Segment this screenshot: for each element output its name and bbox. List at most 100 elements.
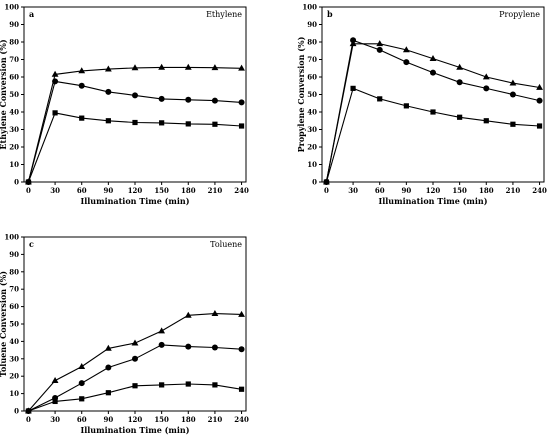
- toluene-triangle-marker: [51, 376, 59, 383]
- ethylene-triangle-marker: [51, 70, 59, 77]
- toluene-y-tick-label: 70: [9, 285, 19, 294]
- propylene-y-tick-label: 70: [307, 55, 317, 64]
- propylene-x-tick-label: 210: [506, 186, 521, 195]
- propylene-square-marker: [350, 85, 356, 91]
- toluene-square-marker: [185, 381, 191, 387]
- ethylene-y-tick-label: 0: [14, 178, 19, 187]
- ethylene-circle-marker: [211, 97, 218, 104]
- ethylene-circle-marker: [105, 88, 112, 95]
- propylene-y-tick-label: 50: [307, 90, 317, 99]
- toluene-triangle-marker: [184, 311, 192, 318]
- propylene-panel: 0 30 60 90 120 150 180 210 240 0 10 20 30 40 50 60 70 80 9…: [296, 3, 547, 207]
- toluene-triangle-marker: [238, 310, 245, 317]
- ethylene-square-marker: [185, 121, 191, 127]
- propylene-y-axis-label: Propylene Conversion (%): [296, 36, 306, 152]
- ethylene-y-tick-label: 90: [9, 20, 19, 29]
- ethylene-triangle-marker: [238, 64, 245, 71]
- propylene-triangle-marker: [456, 63, 464, 70]
- ethylene-triangle-marker: [131, 64, 139, 71]
- ethylene-panel: 0 30 60 90 120 150 180 210 240 0 10 20 30 40 50 60 70 80 9…: [0, 3, 249, 207]
- ethylene-y-tick-label: 30: [9, 125, 19, 134]
- ethylene-square-marker: [52, 110, 58, 116]
- propylene-y-tick-label: 20: [307, 143, 317, 152]
- toluene-panel-label: c: [29, 239, 34, 249]
- ethylene-square-marker: [238, 123, 245, 129]
- ethylene-circle-marker: [158, 95, 165, 102]
- toluene-x-tick-label: 210: [208, 415, 223, 424]
- toluene-triangle-marker: [104, 344, 112, 351]
- propylene-triangle-marker: [429, 55, 437, 62]
- ethylene-x-tick-label: 0: [26, 186, 31, 195]
- ethylene-circle-marker: [238, 99, 245, 106]
- ethylene-x-axis-label: Illumination Time (min): [80, 196, 189, 206]
- toluene-circle-marker: [238, 346, 245, 353]
- toluene-y-tick-label: 10: [9, 389, 19, 398]
- ethylene-triangle-marker: [211, 64, 219, 71]
- toluene-square-marker: [238, 386, 245, 392]
- ethylene-x-tick-label: 180: [181, 186, 196, 195]
- propylene-circle-marker: [456, 79, 463, 86]
- ethylene-triangle-marker: [78, 67, 86, 74]
- toluene-circle-marker: [78, 380, 85, 387]
- toluene-triangle-series-line: [27, 313, 242, 412]
- ethylene-x-tick-label: 30: [50, 186, 60, 195]
- toluene-x-tick-label: 180: [181, 415, 196, 424]
- toluene-panel: 0 30 60 90 120 150 180 210 240 0 10 20 30 40 50 60 70 80 9…: [0, 233, 249, 436]
- toluene-y-tick-label: 30: [9, 354, 19, 363]
- propylene-square-marker: [377, 96, 383, 102]
- propylene-square-marker: [323, 179, 330, 185]
- toluene-x-tick-label: 0: [26, 415, 31, 424]
- toluene-square-marker: [25, 408, 32, 414]
- toluene-x-tick-label: 120: [128, 415, 143, 424]
- propylene-y-tick-label: 30: [307, 125, 317, 134]
- propylene-triangle-marker: [402, 46, 410, 53]
- propylene-x-axis-label: Illumination Time (min): [378, 196, 487, 206]
- ethylene-y-tick-label: 10: [9, 160, 19, 169]
- ethylene-square-marker: [159, 120, 165, 126]
- ethylene-circle-marker: [78, 82, 85, 89]
- propylene-circle-marker: [430, 69, 436, 76]
- propylene-circle-marker: [509, 91, 516, 98]
- toluene-square-marker: [212, 382, 218, 388]
- toluene-square-marker: [132, 383, 138, 389]
- toluene-y-tick-label: 90: [9, 250, 19, 259]
- propylene-x-tick-label: 60: [375, 186, 385, 195]
- propylene-y-tick-label: 100: [302, 3, 317, 12]
- ethylene-y-tick-label: 70: [9, 55, 19, 64]
- ethylene-circle-marker: [52, 78, 59, 85]
- propylene-y-tick-label: 40: [307, 108, 317, 117]
- ethylene-x-tick-label: 150: [154, 186, 169, 195]
- toluene-y-tick-label: 60: [9, 302, 19, 311]
- toluene-x-axis-label: Illumination Time (min): [80, 425, 189, 435]
- toluene-circle-marker: [132, 355, 138, 362]
- toluene-y-axis-label: Toluene Conversion (%): [0, 271, 8, 377]
- propylene-y-tick-label: 80: [307, 38, 317, 47]
- ethylene-triangle-marker: [104, 65, 112, 72]
- propylene-circle-marker: [403, 59, 410, 66]
- propylene-x-tick-label: 90: [401, 186, 411, 195]
- ethylene-circle-marker: [185, 96, 192, 103]
- propylene-y-tick-label: 60: [307, 73, 317, 82]
- propylene-square-marker: [430, 109, 436, 115]
- ethylene-y-tick-label: 100: [4, 3, 19, 12]
- toluene-y-tick-label: 80: [9, 267, 19, 276]
- propylene-triangle-marker: [482, 73, 490, 80]
- ethylene-y-tick-label: 20: [9, 143, 19, 152]
- propylene-triangle-marker: [536, 83, 543, 90]
- ethylene-y-tick-label: 40: [9, 108, 19, 117]
- propylene-circle-marker: [350, 37, 357, 44]
- toluene-panel-title: Toluene: [210, 240, 242, 249]
- propylene-x-tick-label: 30: [348, 186, 358, 195]
- ethylene-x-tick-label: 90: [103, 186, 113, 195]
- propylene-square-marker: [457, 114, 463, 120]
- toluene-circle-marker: [158, 341, 165, 348]
- toluene-x-tick-label: 240: [234, 415, 249, 424]
- propylene-square-marker: [536, 123, 543, 129]
- toluene-triangle-marker: [78, 363, 86, 370]
- toluene-square-marker: [52, 398, 58, 405]
- toluene-x-tick-label: 90: [103, 415, 113, 424]
- propylene-y-tick-label: 90: [307, 20, 317, 29]
- ethylene-circle-marker: [132, 92, 138, 99]
- toluene-square-marker: [105, 390, 111, 396]
